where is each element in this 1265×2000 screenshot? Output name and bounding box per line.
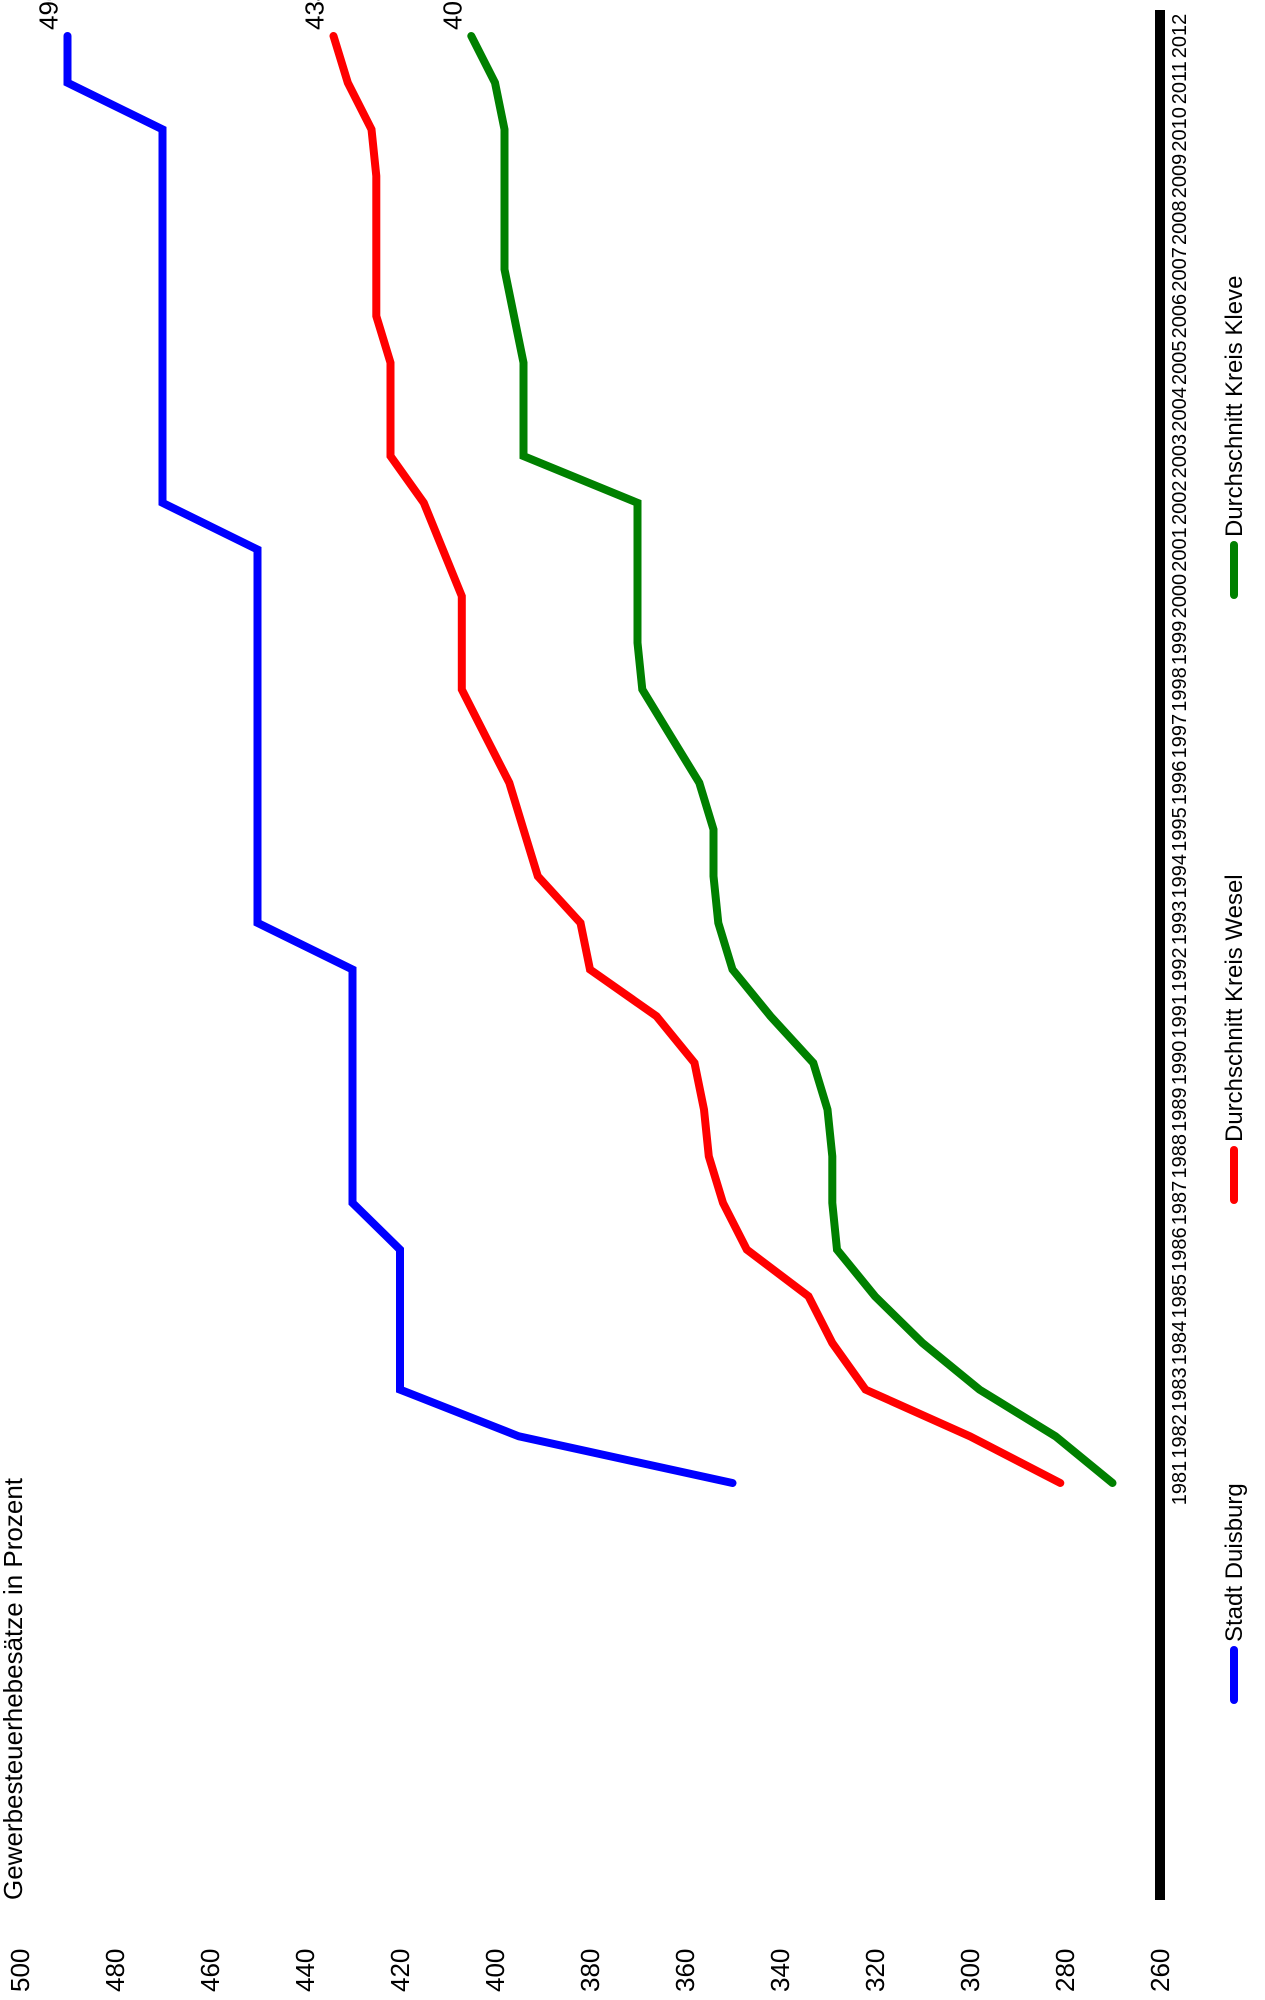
y-tick-label: 300 bbox=[955, 1949, 985, 1992]
x-tick-label: 1999 bbox=[1169, 621, 1191, 666]
x-tick-label: 1994 bbox=[1169, 854, 1191, 899]
y-tick-label: 320 bbox=[860, 1949, 890, 1992]
y-axis-tick-labels: 260 280 300 320 340 360 380 400 420 440 460 480 500 bbox=[5, 1949, 1175, 1992]
x-tick-label: 2007 bbox=[1169, 247, 1191, 292]
x-tick-label: 1983 bbox=[1169, 1367, 1191, 1412]
y-tick-label: 420 bbox=[385, 1949, 415, 1992]
x-tick-label: 1981 bbox=[1169, 1461, 1191, 1506]
x-tick-label: 2000 bbox=[1169, 574, 1191, 619]
x-tick-label: 1982 bbox=[1169, 1414, 1191, 1459]
legend: Stadt Duisburg Durchschnitt Kreis Wesel Du… bbox=[1221, 276, 1248, 1704]
x-tick-label: 2011 bbox=[1169, 61, 1191, 104]
x-tick-label: 1985 bbox=[1169, 1274, 1191, 1319]
legend-label: Durchschnitt Kreis Wesel bbox=[1221, 874, 1248, 1142]
y-tick-label: 280 bbox=[1050, 1949, 1080, 1992]
x-tick-label: 1988 bbox=[1169, 1134, 1191, 1179]
x-tick-label: 1986 bbox=[1169, 1227, 1191, 1272]
y-axis-title: Gewerbesteuerhebesätze in Prozent bbox=[0, 1477, 28, 1900]
y-tick-label: 500 bbox=[5, 1949, 35, 1992]
x-tick-label: 1998 bbox=[1169, 667, 1191, 712]
x-tick-label: 2008 bbox=[1169, 200, 1191, 245]
x-tick-label: 1991 bbox=[1169, 994, 1191, 1039]
x-tick-label: 2003 bbox=[1169, 434, 1191, 479]
series-end-labels: 490 % 434 % 405 % bbox=[34, 0, 468, 30]
x-tick-label: 1997 bbox=[1169, 714, 1191, 759]
x-tick-label: 2009 bbox=[1169, 154, 1191, 199]
series-lines bbox=[63, 32, 1117, 1487]
x-tick-label: 1984 bbox=[1169, 1321, 1191, 1366]
y-tick-label: 340 bbox=[765, 1949, 795, 1992]
series-line-2 bbox=[329, 32, 1065, 1487]
y-tick-label: 460 bbox=[195, 1949, 225, 1992]
x-tick-label: 1992 bbox=[1169, 947, 1191, 992]
x-tick-label: 1987 bbox=[1169, 1181, 1191, 1226]
x-tick-label: 2010 bbox=[1169, 107, 1191, 152]
x-tick-label: 2005 bbox=[1169, 340, 1191, 385]
series-line-1 bbox=[63, 32, 737, 1487]
y-tick-label: 400 bbox=[480, 1949, 510, 1992]
y-tick-label: 380 bbox=[575, 1949, 605, 1992]
x-tick-label: 2006 bbox=[1169, 294, 1191, 339]
legend-label: Stadt Duisburg bbox=[1221, 1483, 1248, 1642]
legend-label: Durchschnitt Kreis Kleve bbox=[1221, 276, 1248, 537]
series-end-label: 490 % bbox=[34, 0, 64, 30]
x-tick-label: 1989 bbox=[1169, 1087, 1191, 1132]
y-tick-label: 260 bbox=[1145, 1949, 1175, 1992]
x-tick-label: 1996 bbox=[1169, 761, 1191, 806]
x-axis-tick-labels: 1981198219831984198519861987198819891990… bbox=[1169, 14, 1191, 1506]
x-tick-label: 1995 bbox=[1169, 807, 1191, 852]
y-tick-label: 480 bbox=[100, 1949, 130, 1992]
x-tick-label: 1993 bbox=[1169, 901, 1191, 946]
series-end-label: 434 % bbox=[300, 0, 330, 30]
series-line-3 bbox=[467, 32, 1117, 1487]
x-tick-label: 2004 bbox=[1169, 387, 1191, 432]
x-tick-label: 1990 bbox=[1169, 1041, 1191, 1086]
x-tick-label: 2012 bbox=[1169, 14, 1191, 59]
y-tick-label: 440 bbox=[290, 1949, 320, 1992]
x-tick-label: 2001 bbox=[1169, 527, 1191, 572]
x-tick-label: 2002 bbox=[1169, 481, 1191, 526]
series-end-label: 405 % bbox=[437, 0, 467, 30]
y-tick-label: 360 bbox=[670, 1949, 700, 1992]
